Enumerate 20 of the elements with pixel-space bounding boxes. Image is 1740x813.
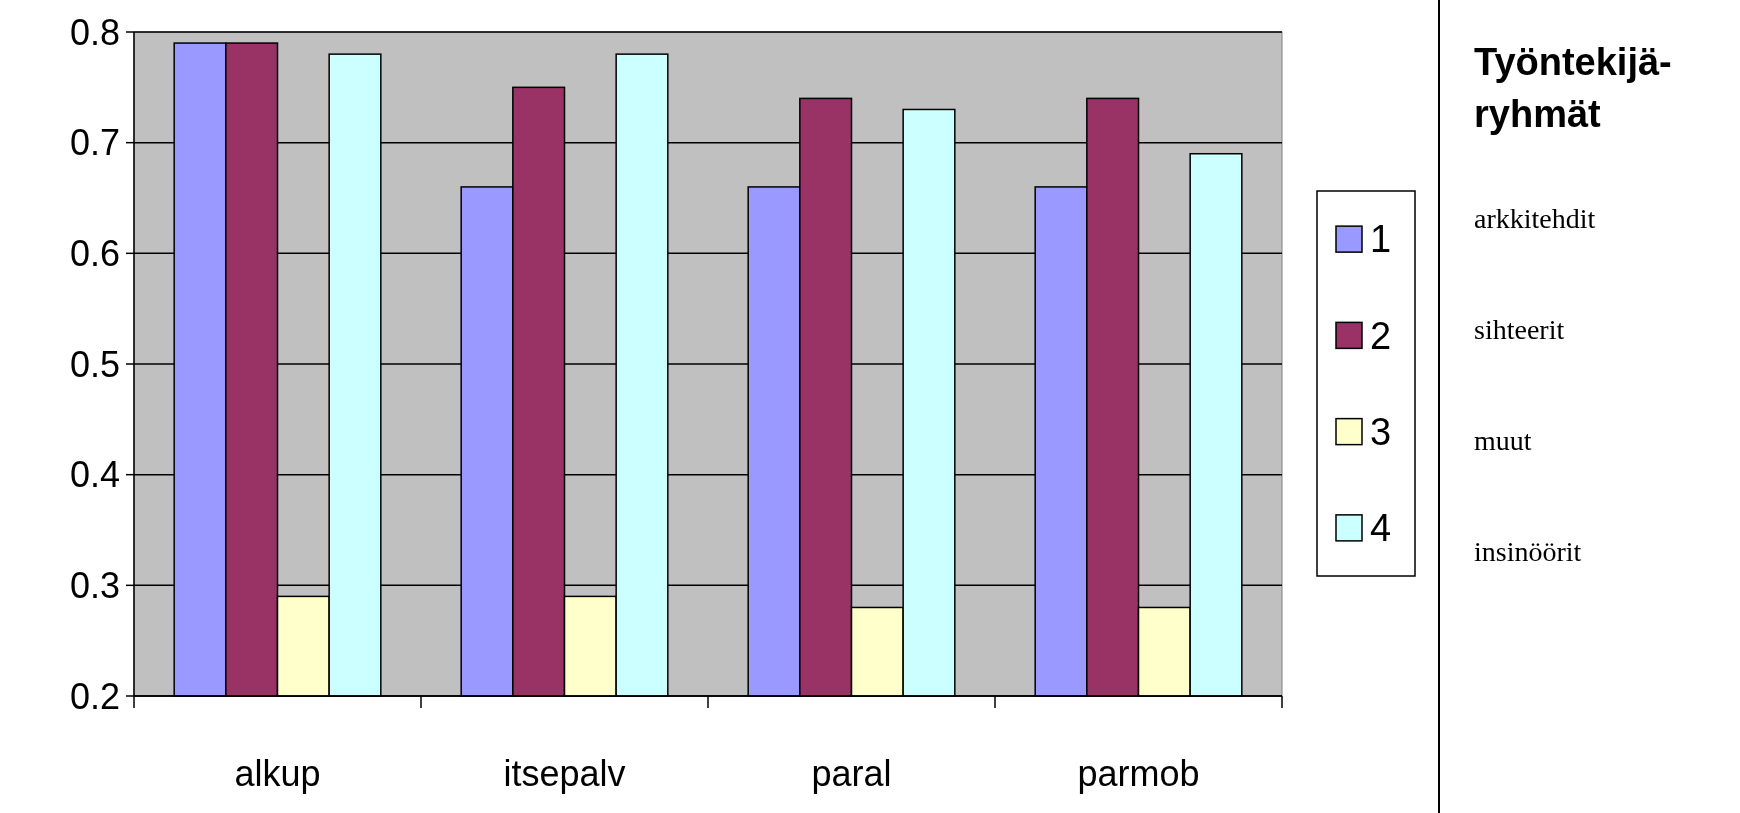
- text: Työntekijä-ryhmät: [1474, 41, 1672, 135]
- text: muut: [1474, 425, 1532, 456]
- y-tick-label: 0.5: [69, 343, 120, 385]
- y-tick-label: 0.2: [69, 675, 120, 717]
- x-tick-label: alkup: [234, 753, 321, 794]
- x-tick-label: parmob: [1077, 753, 1200, 794]
- legend-label: 3: [1370, 410, 1392, 453]
- y-tick-label: 0.7: [69, 122, 120, 164]
- y-tick-label: 0.3: [69, 564, 120, 606]
- text: sihteerit: [1474, 314, 1565, 345]
- y-tick-label: 0.6: [69, 232, 120, 274]
- y-tick-label: 0.4: [69, 454, 120, 496]
- text: arkkitehdit: [1474, 203, 1596, 234]
- legend-label: 4: [1370, 507, 1392, 550]
- text: insinöörit: [1474, 536, 1582, 567]
- legend-label: 2: [1370, 314, 1392, 357]
- x-tick-label: itsepalv: [503, 753, 626, 794]
- x-tick-label: paral: [811, 753, 892, 794]
- legend-label: 1: [1370, 218, 1392, 261]
- y-tick-label: 0.8: [69, 11, 120, 53]
